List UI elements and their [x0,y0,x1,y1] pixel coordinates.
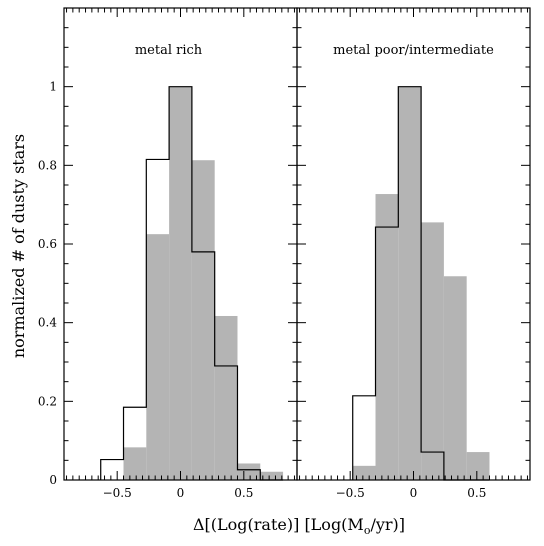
filled-bar [421,222,444,480]
x-tick-label: 0.5 [234,486,253,500]
panels: −0.5 0 0.5 metal rich 0 0.2 0.4 0.6 0.8 1 −0.5 0 0.5… [38,7,531,500]
y-tick-label: 0.8 [38,158,57,172]
outline-histogram [100,86,284,481]
x-axis-title-end: /yr)] [370,515,405,534]
x-axis-title: Δ[(Log(rate)] [Log(Mo/yr)] [193,515,405,537]
x-tick-label: 0 [177,486,185,500]
x-axis-title-main: Δ[(Log(rate)] [Log(M [193,515,364,534]
y-tick-label: 0.4 [38,316,57,330]
panel-2: −0.5 0 0.5 metal poor/intermediate [296,7,531,500]
filled-bar [260,471,284,480]
y-tick-label: 0.2 [38,394,57,408]
x-tick-label: −0.5 [103,486,132,500]
y-tick-label: 0.6 [38,237,57,251]
x-tick-label: 0 [410,486,418,500]
filled-bar [466,452,490,480]
filled-bar [146,234,170,480]
x-tick-label: −0.5 [336,486,365,500]
x-axis-title-subscript: o [364,524,371,537]
filled-bar [237,463,261,480]
filled-bar [169,86,192,481]
filled-bar [398,86,422,481]
axes-text: normalized # of dusty stars Δ[(Log(rate)… [9,134,405,537]
y-axis-title: normalized # of dusty stars [9,134,28,358]
y-tick-label: 1 [49,80,57,94]
x-tick-label: 0.5 [467,486,486,500]
filled-bar [214,315,238,480]
filled-bar [375,194,399,480]
filled-bar [352,465,376,480]
panel-label: metal poor/intermediate [333,43,494,58]
outline-histogram [352,86,490,481]
y-tick-label: 0 [49,473,57,487]
filled-bar [123,447,147,480]
panel-1: −0.5 0 0.5 metal rich 0 0.2 0.4 0.6 0.8 1 [38,7,298,500]
panel-label: metal rich [135,43,203,58]
filled-bar [191,160,215,480]
filled-bar [443,276,467,480]
